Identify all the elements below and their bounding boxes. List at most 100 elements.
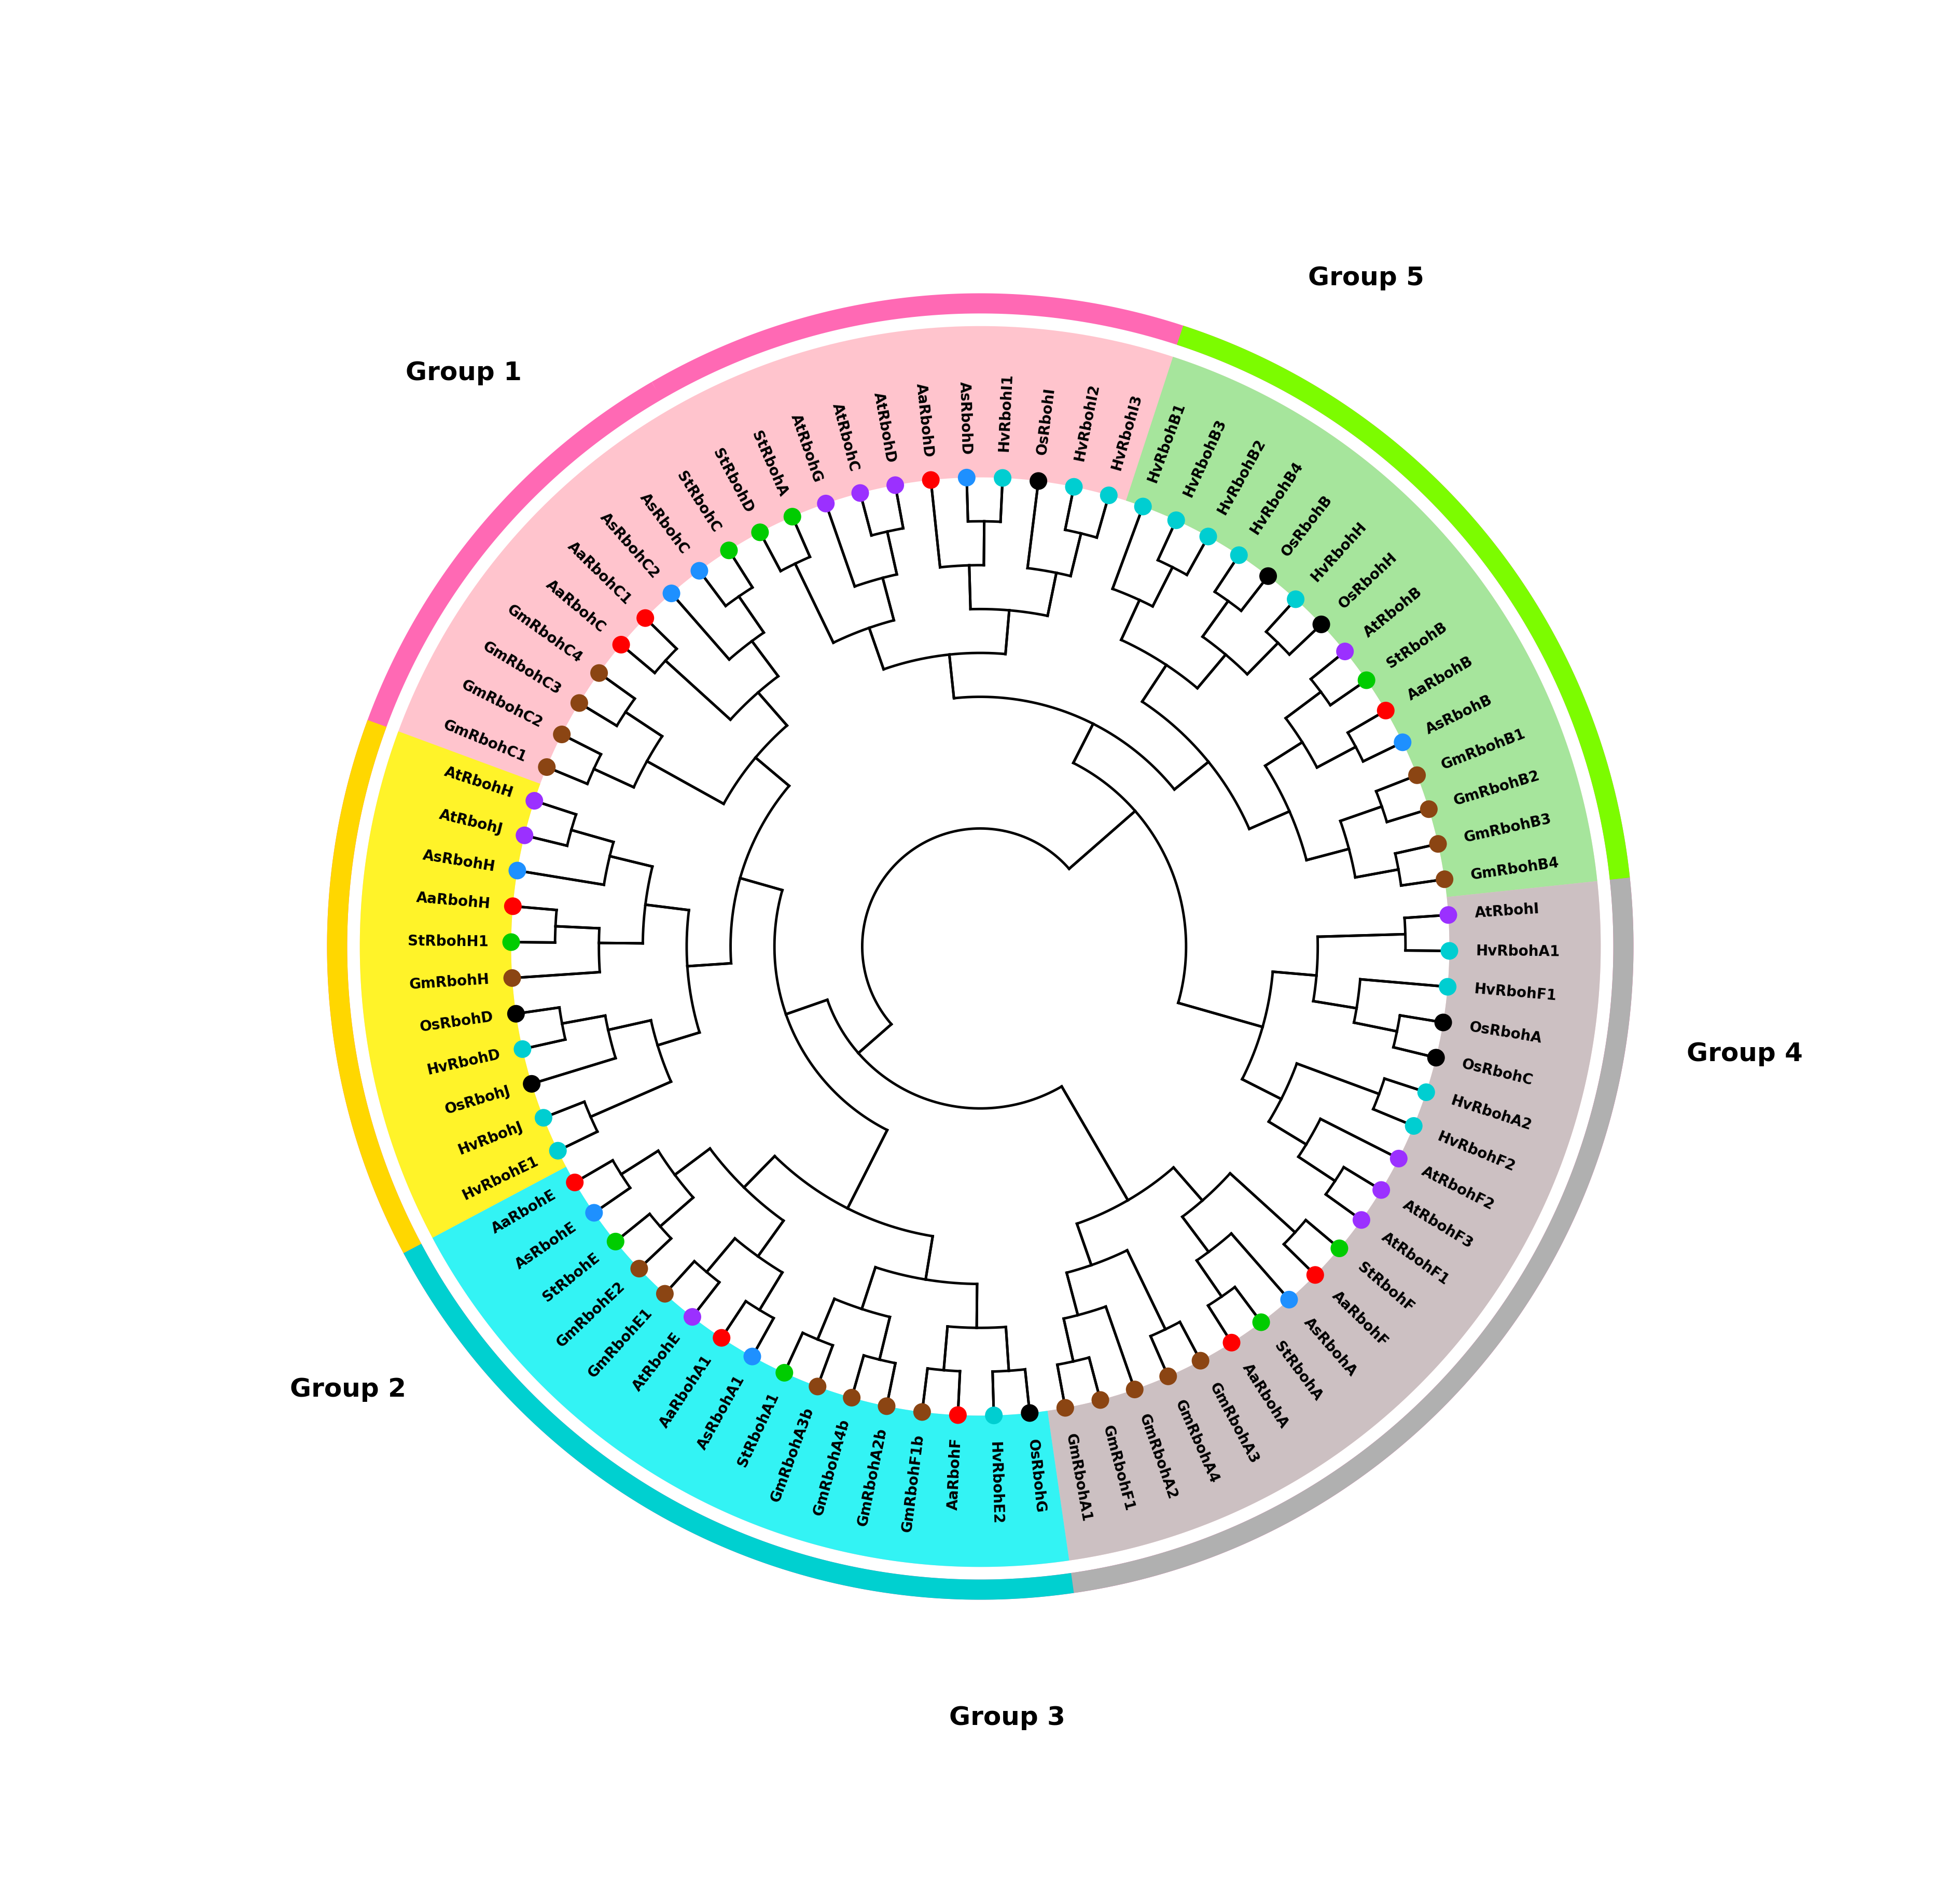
Text: GmRbohF1: GmRbohF1	[1100, 1424, 1137, 1513]
Polygon shape	[1125, 356, 1597, 897]
Text: AaRbohF: AaRbohF	[947, 1437, 964, 1511]
Point	[1323, 1232, 1354, 1263]
Point	[531, 752, 563, 782]
Text: AtRbohD: AtRbohD	[870, 392, 898, 464]
Text: HvRbohH: HvRbohH	[1307, 519, 1368, 585]
Text: GmRbohF1b: GmRbohF1b	[900, 1433, 927, 1533]
Text: GmRbohA4b: GmRbohA4b	[811, 1418, 853, 1518]
Text: StRbohE: StRbohE	[539, 1249, 602, 1304]
Text: OsRbohB: OsRbohB	[1278, 492, 1335, 560]
Text: StRbohA: StRbohA	[1270, 1338, 1325, 1405]
Point	[1280, 585, 1311, 615]
Text: AaRbohA: AaRbohA	[1239, 1361, 1292, 1431]
Text: AtRbohG: AtRbohG	[788, 413, 825, 485]
Text: AtRbohF1: AtRbohF1	[1378, 1230, 1450, 1287]
Text: AtRbohE: AtRbohE	[629, 1331, 684, 1393]
Text: AsRbohD: AsRbohD	[956, 382, 972, 454]
Point	[498, 892, 529, 922]
Point	[1245, 1306, 1276, 1336]
Point	[543, 1136, 574, 1166]
Point	[510, 820, 541, 850]
Text: HvRbohF2: HvRbohF2	[1435, 1130, 1517, 1174]
Text: AtRbohH: AtRbohH	[443, 765, 515, 801]
Point	[880, 469, 911, 500]
Point	[1119, 1374, 1151, 1405]
Point	[809, 488, 841, 519]
Point	[713, 536, 745, 566]
Text: StRbohH1: StRbohH1	[408, 933, 488, 948]
Text: AtRbohI: AtRbohI	[1474, 901, 1541, 920]
Point	[1329, 636, 1360, 666]
Point	[1299, 1261, 1331, 1291]
Point	[515, 1070, 547, 1100]
Text: AsRbohC: AsRbohC	[637, 490, 692, 557]
Point	[1413, 793, 1445, 823]
Point	[1192, 521, 1223, 551]
Point	[1427, 1007, 1458, 1037]
Text: GmRbohC4: GmRbohC4	[504, 602, 584, 666]
Text: AsRbohC2: AsRbohC2	[598, 509, 662, 581]
Text: HvRbohB3: HvRbohB3	[1180, 416, 1229, 500]
Text: GmRbohH: GmRbohH	[410, 973, 490, 992]
Point	[1433, 935, 1464, 965]
Text: AaRbohD: AaRbohD	[913, 382, 935, 458]
Text: GmRbohA3: GmRbohA3	[1205, 1380, 1260, 1467]
Text: AsRbohH: AsRbohH	[421, 848, 496, 875]
Text: GmRbohA1: GmRbohA1	[1062, 1433, 1094, 1524]
Point	[768, 1357, 800, 1388]
Text: AsRbohA: AsRbohA	[1301, 1316, 1360, 1378]
Point	[1127, 492, 1158, 522]
Point	[706, 1323, 737, 1353]
Text: AaRbohB: AaRbohB	[1405, 655, 1476, 704]
Point	[845, 477, 876, 507]
Point	[870, 1391, 902, 1422]
Point	[1382, 1143, 1413, 1174]
Text: StRbohB: StRbohB	[1384, 619, 1450, 672]
Point	[1433, 899, 1464, 929]
Point	[1152, 1361, 1184, 1391]
Point	[1184, 1346, 1215, 1376]
Text: HvRbohI2: HvRbohI2	[1072, 382, 1102, 462]
Text: GmRbohE2: GmRbohE2	[553, 1280, 627, 1350]
Point	[649, 1278, 680, 1308]
Polygon shape	[361, 326, 1599, 1567]
Text: HvRbohJ: HvRbohJ	[457, 1119, 525, 1159]
Point	[1305, 610, 1337, 640]
Point	[600, 1227, 631, 1257]
Point	[1345, 1204, 1376, 1234]
Point	[745, 517, 776, 547]
Text: AsRbohA1: AsRbohA1	[694, 1372, 747, 1452]
Point	[1049, 1393, 1080, 1424]
Point	[684, 557, 715, 587]
Point	[776, 502, 808, 532]
Text: HvRbohE2: HvRbohE2	[988, 1442, 1004, 1526]
Point	[563, 687, 594, 717]
Point	[655, 577, 686, 608]
Point	[1094, 481, 1125, 511]
Text: AtRbohC: AtRbohC	[829, 401, 860, 473]
Text: HvRbohI3: HvRbohI3	[1109, 392, 1145, 471]
Text: GmRbohE1: GmRbohE1	[584, 1306, 655, 1380]
Point	[1252, 560, 1284, 591]
Point	[559, 1168, 590, 1198]
Point	[500, 1000, 531, 1030]
Point	[1386, 727, 1417, 757]
Text: Group 1: Group 1	[406, 360, 521, 386]
Point	[1023, 466, 1054, 496]
Point	[1084, 1386, 1115, 1416]
Text: AtRbohF2: AtRbohF2	[1419, 1164, 1495, 1213]
Text: OsRbohG: OsRbohG	[1025, 1439, 1047, 1514]
Point	[606, 630, 637, 661]
Text: AaRbohC1: AaRbohC1	[564, 540, 633, 608]
Text: GmRbohC1: GmRbohC1	[441, 717, 529, 765]
Text: GmRbohA2: GmRbohA2	[1137, 1412, 1180, 1501]
Text: OsRbohA: OsRbohA	[1468, 1020, 1543, 1045]
Text: AaRbohC: AaRbohC	[543, 577, 608, 636]
Point	[802, 1371, 833, 1401]
Text: GmRbohA2b: GmRbohA2b	[855, 1427, 890, 1528]
Text: OsRbohD: OsRbohD	[419, 1009, 494, 1035]
Point	[1160, 505, 1192, 536]
Point	[1370, 695, 1401, 725]
Point	[1409, 1077, 1441, 1107]
Text: AtRbohJ: AtRbohJ	[437, 808, 504, 837]
